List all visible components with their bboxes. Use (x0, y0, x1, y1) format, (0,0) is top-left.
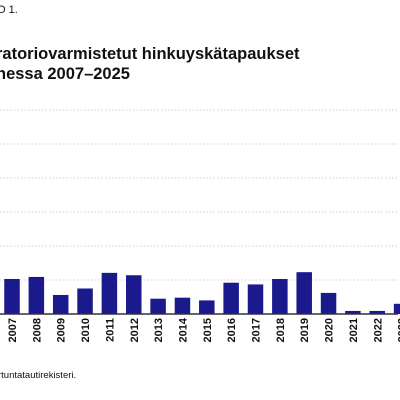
bar-2022 (369, 310, 385, 314)
bar-2019 (296, 272, 312, 314)
x-tick-label-2012: 2012 (129, 318, 141, 342)
chart-title-line-1: ratoriovarmistetut hinkuyskätapaukset (0, 45, 300, 63)
x-tick-label-2007: 2007 (7, 318, 19, 342)
bar-2014 (174, 297, 191, 314)
bar-2018 (272, 278, 288, 314)
bar-2007 (4, 278, 20, 314)
x-tick-label-2015: 2015 (202, 318, 214, 342)
x-tick-label-2020: 2020 (324, 318, 336, 342)
x-tick-label-2021: 2021 (348, 318, 360, 342)
x-tick-label-2013: 2013 (153, 318, 165, 342)
bar-2017 (247, 284, 264, 314)
x-tick-label-2017: 2017 (251, 318, 263, 342)
bar-2012 (126, 275, 142, 314)
x-tick-label-2016: 2016 (226, 318, 238, 342)
bar-2010 (77, 288, 93, 314)
x-tick-labels: 2007 2008 2009 2010 2011 2012 2013 2014 2015 2016… (7, 317, 400, 342)
bar-2015 (199, 300, 215, 314)
figure-number: O 1. (0, 4, 18, 16)
x-tick-label-2010: 2010 (80, 318, 92, 342)
source-note: rtuntatautirekisteri. (0, 370, 77, 381)
bar-2013 (150, 298, 166, 314)
x-tick-label-2009: 2009 (56, 318, 68, 342)
x-tick-label-2018: 2018 (275, 318, 287, 342)
bar-2016 (223, 282, 239, 314)
x-tick-label-2022: 2022 (372, 318, 384, 342)
bar-2009 (52, 294, 69, 314)
bar-2011 (101, 272, 118, 314)
x-tick-label-2011: 2011 (104, 318, 116, 342)
gridlines (0, 109, 398, 281)
chart-title-line-2: nessa 2007–2025 (0, 65, 130, 83)
chart-title: ratoriovarmistetut hinkuyskätapaukset ne… (0, 44, 300, 84)
x-tick-label-2023: 2023 (397, 318, 400, 342)
bar-2023 (393, 303, 400, 314)
x-tick-label-2008: 2008 (31, 318, 43, 342)
bar-2021 (345, 310, 361, 314)
bar-2020 (320, 292, 337, 314)
x-tick-label-2019: 2019 (299, 318, 311, 342)
bar-2008 (28, 276, 45, 314)
bars (4, 272, 400, 314)
x-tick-label-2014: 2014 (177, 317, 189, 342)
